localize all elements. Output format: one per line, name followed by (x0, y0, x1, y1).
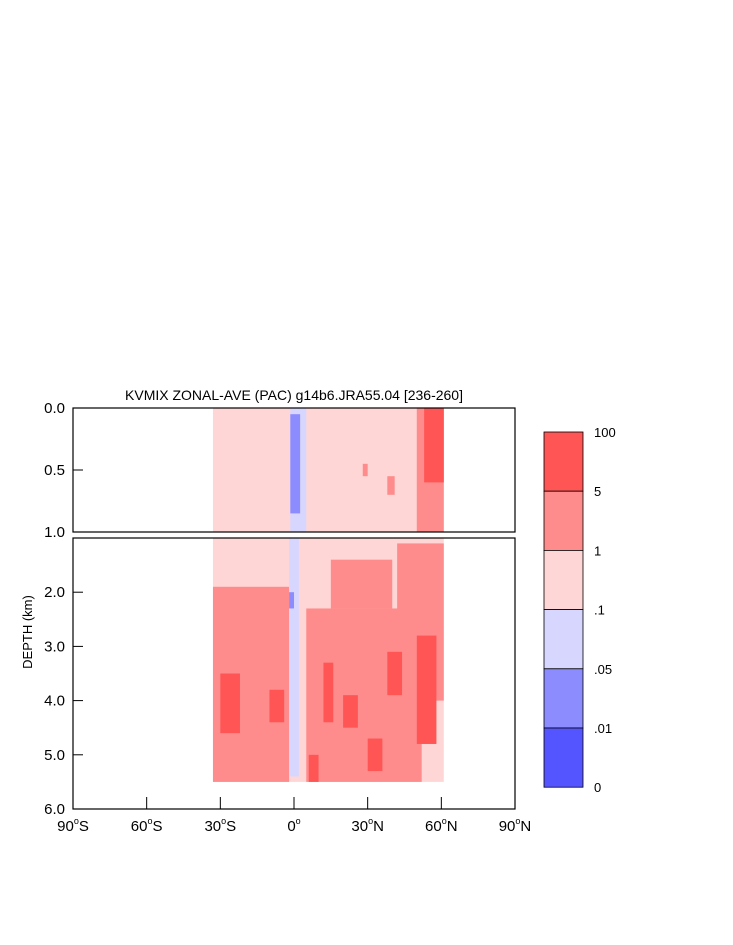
x-tick-label: 0o (287, 816, 300, 835)
contour-region (387, 476, 395, 495)
y-tick-label: 1.0 (44, 524, 65, 541)
contour-region (290, 414, 301, 514)
colorbar-swatch (543, 431, 584, 492)
x-tick-label: 90oS (57, 816, 89, 835)
x-tick-label: 30oS (204, 816, 236, 835)
contour-region (323, 662, 334, 723)
contour-region (362, 463, 368, 477)
y-tick-label: 4.0 (44, 693, 65, 710)
colorbar-swatch (543, 668, 584, 729)
colorbar-label: 1 (594, 543, 601, 558)
contour-region (367, 738, 383, 772)
contour-region (289, 538, 299, 777)
y-tick-label: 5.0 (44, 747, 65, 764)
contour-region (387, 651, 403, 696)
contour-region (424, 408, 444, 483)
contour-region (343, 695, 358, 728)
colorbar-label: .1 (594, 603, 605, 618)
contour-region (220, 673, 240, 734)
y-tick-label: 2.0 (44, 584, 65, 601)
colorbar: 100 5 1 .1 .05 .01 0 (543, 425, 616, 795)
contour-region (269, 689, 285, 723)
y-tick-label: 0.0 (44, 400, 65, 417)
x-axis: 90oS 60oS 30oS 0o 30oN 60oN 90oN (57, 797, 531, 835)
colorbar-swatch (543, 727, 584, 788)
contour-region (308, 754, 319, 782)
x-tick-label: 60oN (425, 816, 458, 835)
y-axis-label: DEPTH (km) (20, 595, 35, 669)
x-tick-label: 60oS (131, 816, 163, 835)
x-tick-label: 90oN (499, 816, 532, 835)
y-axis: 0.0 0.5 1.0 2.0 3.0 4.0 5.0 6.0 (44, 400, 83, 818)
colorbar-swatch (543, 550, 584, 611)
contour-region (212, 408, 444, 532)
colorbar-label: .01 (594, 721, 612, 736)
contour-region (330, 559, 393, 609)
lower-panel-fill (212, 538, 444, 782)
upper-panel-fill (212, 408, 444, 532)
y-tick-label: 6.0 (44, 801, 65, 818)
contour-region (416, 635, 437, 744)
contour-region (289, 592, 294, 609)
y-tick-label: 3.0 (44, 638, 65, 655)
colorbar-label: 5 (594, 484, 601, 499)
colorbar-label: 0 (594, 780, 601, 795)
colorbar-swatch (543, 490, 584, 551)
colorbar-swatch (543, 609, 584, 670)
colorbar-label: .05 (594, 662, 612, 677)
chart-title: KVMIX ZONAL-AVE (PAC) g14b6.JRA55.04 [23… (125, 387, 463, 403)
y-tick-label: 0.5 (44, 462, 65, 479)
colorbar-label: 100 (594, 425, 616, 440)
x-tick-label: 30oN (351, 816, 384, 835)
